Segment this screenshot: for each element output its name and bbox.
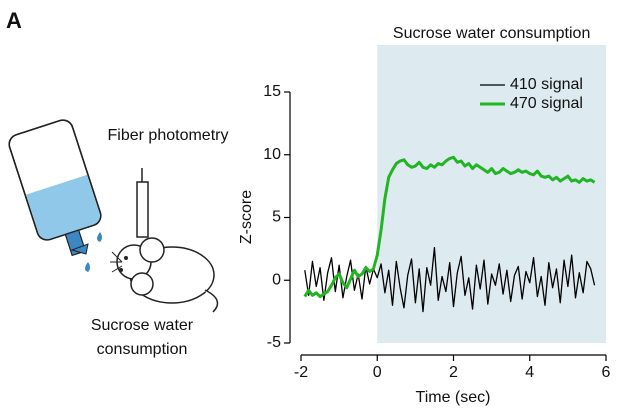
shade-label: Sucrose water consumption	[393, 25, 590, 42]
illustration-caption: Sucrose water	[91, 317, 194, 334]
panel-label: A	[6, 8, 22, 33]
illustration	[8, 119, 219, 313]
y-tick-label: 0	[272, 271, 281, 288]
x-tick-label: 6	[602, 364, 611, 381]
x-tick-label: 4	[525, 364, 534, 381]
illustration-caption: consumption	[97, 341, 188, 358]
y-axis-label: Z-score	[238, 190, 255, 244]
x-tick-label: 0	[373, 364, 382, 381]
shade-region	[377, 45, 606, 343]
y-tick-label: 5	[272, 209, 281, 226]
y-tick-label: 15	[263, 83, 281, 100]
legend-label: 410 signal	[510, 76, 583, 93]
y-tick-label: 10	[263, 146, 281, 163]
x-tick-label: -2	[294, 364, 308, 381]
x-tick-label: 2	[449, 364, 458, 381]
y-tick-label: -5	[267, 334, 281, 351]
legend-label: 470 signal	[510, 95, 583, 112]
x-axis-label: Time (sec)	[416, 389, 491, 406]
series-line	[303, 155, 596, 299]
series-line	[304, 246, 596, 313]
illustration-label: Fiber photometry	[108, 127, 229, 144]
